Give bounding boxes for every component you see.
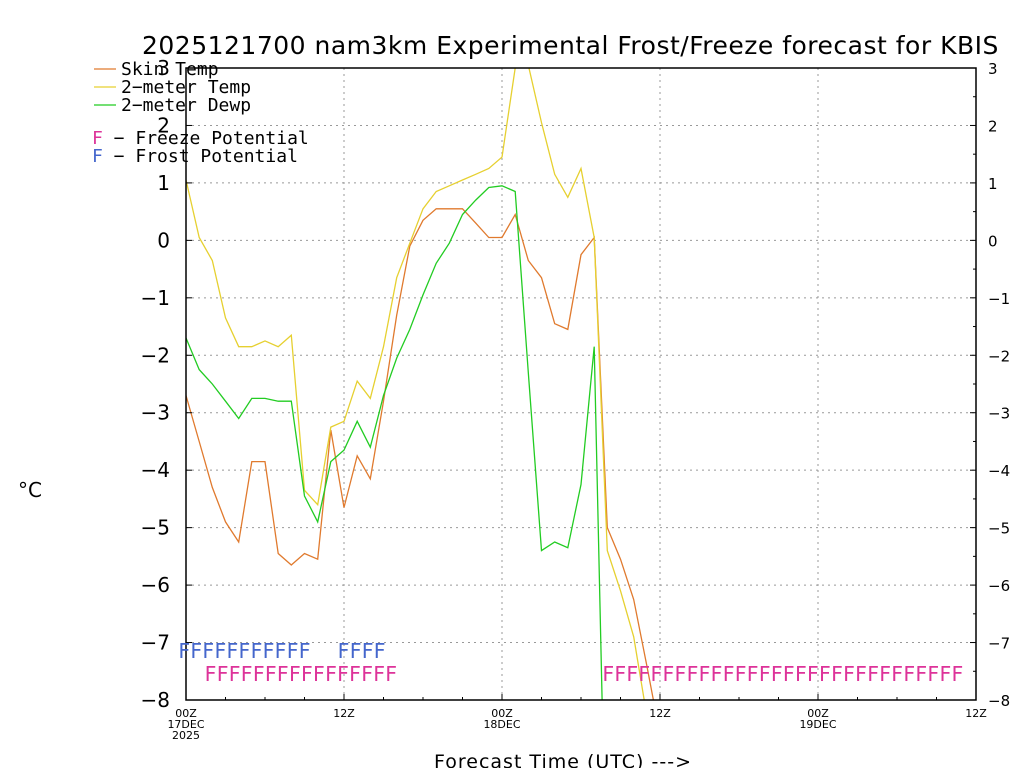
- y-axis-ticks: 3 3 2 2 1 1 0 0 −1 −1 −2 −2 −3 −3 −4 −4 −5 −5 −6 −6 −7 −7 −8 −8: [141, 56, 1011, 712]
- y-tick-label-right: −5: [988, 520, 1010, 538]
- y-tick-label-right: −1: [988, 290, 1010, 308]
- y-tick-label: 1: [157, 171, 170, 195]
- y-tick-label-right: 0: [988, 232, 998, 250]
- x-tick-label: 12Z: [965, 707, 987, 720]
- legend-label: Skin Temp: [121, 59, 219, 80]
- flag-legend-entry: F − Frost Potential: [92, 146, 298, 167]
- y-tick-label-right: −2: [988, 347, 1010, 365]
- x-tick-label: 12Z: [649, 707, 671, 720]
- freeze-potential-flags: FFFFFFFFFFFFFFFF: [204, 662, 397, 686]
- y-tick-label: −8: [141, 688, 170, 712]
- series-line-2-meter-dewp: [186, 185, 603, 700]
- grid: [186, 68, 976, 700]
- y-tick-label-right: −4: [988, 462, 1010, 480]
- potential-flags: FFFFFFFFFFF FFFFFFFFFFFFFFFFFFFF FFFFFFFFF…: [178, 639, 963, 686]
- y-tick-label: 3: [157, 56, 170, 80]
- x-tick-label: 00Z: [491, 707, 513, 720]
- y-tick-label-right: −6: [988, 577, 1010, 595]
- y-tick-label: −7: [141, 631, 170, 655]
- y-axis-label: °C: [18, 478, 42, 502]
- y-tick-label-right: 3: [988, 60, 998, 78]
- x-tick-label: 18DEC: [483, 718, 520, 731]
- x-tick-label: 19DEC: [799, 718, 836, 731]
- freeze-potential-flags: FFFFFFFFFFFFFFFFFFFFFFFFFFFFFF: [602, 662, 963, 686]
- y-tick-label: −6: [141, 573, 170, 597]
- chart-title: 2025121700 nam3km Experimental Frost/Fre…: [142, 31, 999, 60]
- legend-label: 2−meter Temp: [121, 77, 251, 98]
- frost-potential-flags: FFFF: [337, 639, 385, 663]
- x-tick-label: 00Z: [807, 707, 829, 720]
- y-tick-label: −1: [141, 286, 170, 310]
- y-tick-label-right: 2: [988, 117, 998, 135]
- y-tick-label-right: −3: [988, 405, 1010, 423]
- x-tick-label: 12Z: [333, 707, 355, 720]
- x-tick-label: 00Z: [175, 707, 197, 720]
- y-tick-label: −4: [141, 458, 170, 482]
- x-axis-label: Forecast Time (UTC) --->: [434, 751, 692, 768]
- y-tick-label: −2: [141, 343, 170, 367]
- y-tick-label-right: −7: [988, 635, 1010, 653]
- legend-label: 2−meter Dewp: [121, 95, 251, 116]
- y-tick-label: −3: [141, 401, 170, 425]
- y-tick-label: −5: [141, 516, 170, 540]
- y-tick-label: 2: [157, 113, 170, 137]
- series-lines: [186, 68, 655, 700]
- flag-legend-entry: F − Freeze Potential: [92, 128, 309, 149]
- plot-frame: [185, 67, 977, 701]
- y-tick-label-right: −8: [988, 692, 1010, 710]
- y-tick-label: 0: [157, 228, 170, 252]
- x-tick-label: 2025: [172, 729, 200, 742]
- frost-potential-flags: FFFFFFFFFFF: [178, 639, 310, 663]
- series-line-skin-temp: [186, 208, 655, 700]
- series-line-2-meter-temp: [186, 68, 645, 700]
- x-tick-label: 17DEC: [167, 718, 204, 731]
- y-tick-label-right: 1: [988, 175, 998, 193]
